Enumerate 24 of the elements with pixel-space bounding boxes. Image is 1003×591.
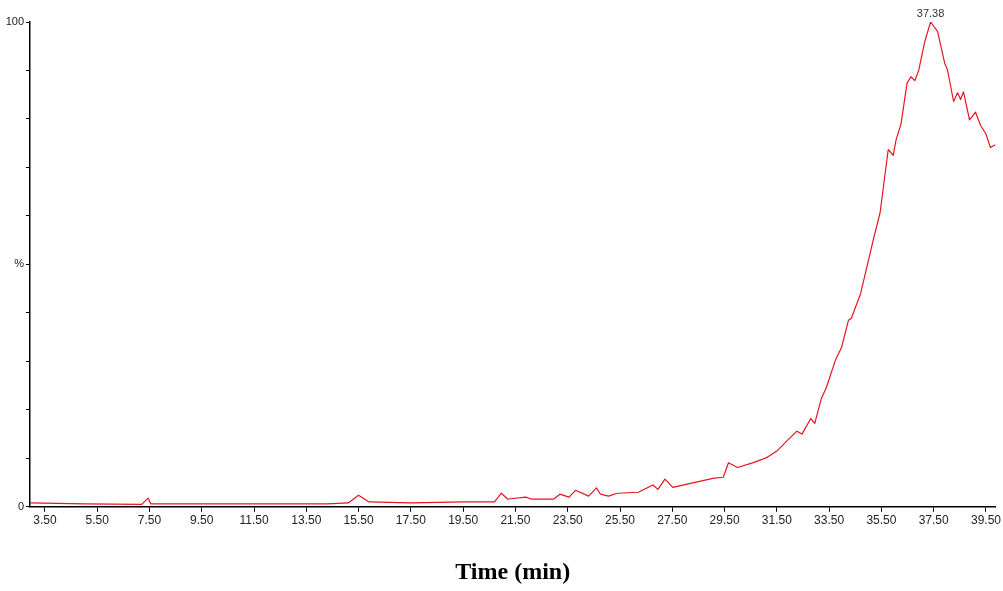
- x-tick-label: 33.50: [814, 513, 845, 528]
- annotation: 37.38: [916, 6, 945, 19]
- x-tick-label: 23.50: [552, 513, 584, 528]
- x-tick-label: 31.50: [761, 513, 793, 528]
- x-tick-label: 5.50: [85, 513, 110, 528]
- x-tick-label: 19.50: [448, 513, 479, 528]
- x-tick-label: 27.50: [657, 513, 688, 528]
- x-tick-label: 3.50: [33, 513, 57, 528]
- x-tick-label: 39.50: [970, 513, 1002, 528]
- x-tick-label: 9.50: [190, 513, 214, 528]
- x-tick-label: 13.50: [291, 513, 322, 528]
- x-tick-label: 15.50: [343, 513, 374, 528]
- y-tick-label: 0: [17, 499, 24, 512]
- y-tick-label: 100: [5, 15, 24, 28]
- x-tick-label: 11.50: [239, 513, 269, 528]
- x-tick-label: 37.50: [918, 513, 950, 528]
- x-axis-title: Time (min): [455, 557, 571, 584]
- x-tick-label: 35.50: [866, 513, 897, 528]
- x-tick-label: 29.50: [709, 513, 740, 528]
- x-tick-label: 7.50: [137, 513, 162, 528]
- x-tick-label: 21.50: [500, 513, 531, 528]
- x-tick-label: 17.50: [395, 513, 427, 528]
- x-tick-label: 25.50: [604, 513, 636, 528]
- y-tick-label: %: [14, 257, 25, 270]
